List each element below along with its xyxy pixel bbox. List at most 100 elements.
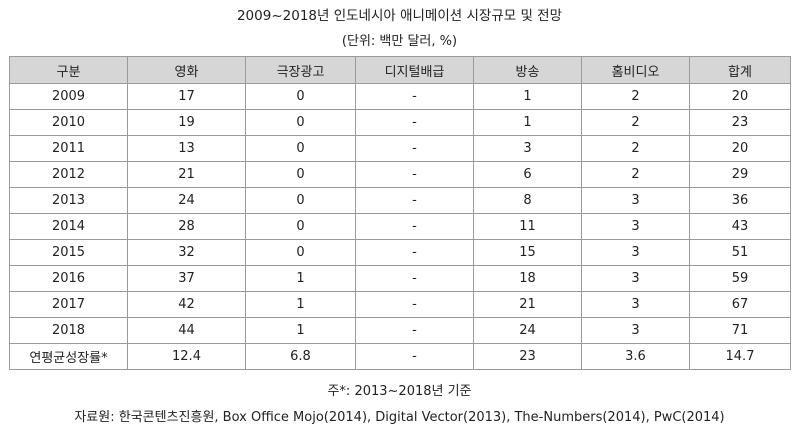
cell-broadcast: 18 (473, 265, 582, 292)
cell-digital-distribution: - (355, 291, 474, 318)
cell-cinema-ad: 0 (245, 161, 356, 188)
cell-digital-distribution: - (355, 239, 474, 266)
cell-film: 42 (127, 291, 246, 318)
cell-digital-distribution: - (355, 187, 474, 214)
cell-total: 36 (689, 187, 791, 214)
table-row: 연평균성장률* 12.4 6.8-23 3.6 14.7 (9, 343, 791, 370)
cell-category: 2014 (9, 213, 128, 240)
cell-category: 연평균성장률* (9, 343, 128, 370)
cell-broadcast: 6 (473, 161, 582, 188)
cell-broadcast: 21 (473, 291, 582, 318)
cell-film: 17 (127, 83, 246, 110)
unit-caption: (단위: 백만 달러, %) (341, 34, 458, 49)
cell-film: 44 (127, 317, 246, 344)
cell-broadcast: 3 (473, 135, 582, 162)
cell-home-video: 3 (581, 291, 690, 318)
table-row: 2013 24 0-8 3 36 (9, 187, 791, 214)
cell-category: 2009 (9, 83, 128, 110)
cell-home-video: 3 (581, 317, 690, 344)
cell-film: 13 (127, 135, 246, 162)
table-title: 2009~2018년 인도네시아 애니메이션 시장규모 및 전망 (236, 8, 563, 24)
cell-digital-distribution: - (355, 265, 474, 292)
cell-cinema-ad: 0 (245, 239, 356, 266)
cell-home-video: 3 (581, 213, 690, 240)
cell-broadcast: 11 (473, 213, 582, 240)
cell-category: 2015 (9, 239, 128, 266)
cell-film: 32 (127, 239, 246, 266)
header-category: 구분 (9, 56, 128, 84)
table-body: 2009 17 0-1 2 20 2010 19 0-1 2 23 2011 13 0-3 2 20 2012… (9, 83, 791, 370)
cell-cinema-ad: 0 (245, 83, 356, 110)
cell-category: 2017 (9, 291, 128, 318)
table-row: 2014 28 0-11 3 43 (9, 213, 791, 240)
market-size-table: 구분 영화 극장광고 디지털배급 방송 홈비디오 합계 2009 17 0-1 2 20… (9, 56, 791, 370)
cell-film: 19 (127, 109, 246, 136)
cell-home-video: 2 (581, 161, 690, 188)
header-film: 영화 (127, 56, 246, 84)
cell-cinema-ad: 1 (245, 265, 356, 292)
cell-cinema-ad: 0 (245, 109, 356, 136)
cell-total: 43 (689, 213, 791, 240)
cell-category: 2010 (9, 109, 128, 136)
cell-home-video: 3 (581, 239, 690, 266)
cell-category: 2016 (9, 265, 128, 292)
cell-total: 71 (689, 317, 791, 344)
cell-digital-distribution: - (355, 317, 474, 344)
header-row: 구분 영화 극장광고 디지털배급 방송 홈비디오 합계 (9, 56, 791, 84)
footnote: 주*: 2013~2018년 기준 (327, 384, 472, 399)
source-line: 자료원: 한국콘텐츠진흥원, Box Office Mojo(2014), Di… (74, 410, 725, 425)
table-row: 2009 17 0-1 2 20 (9, 83, 791, 110)
cell-total: 29 (689, 161, 791, 188)
cell-film: 37 (127, 265, 246, 292)
table-row: 2010 19 0-1 2 23 (9, 109, 791, 136)
cell-category: 2012 (9, 161, 128, 188)
cell-digital-distribution: - (355, 161, 474, 188)
cell-category: 2013 (9, 187, 128, 214)
cell-home-video: 3 (581, 265, 690, 292)
cell-total: 20 (689, 83, 791, 110)
table-row: 2018 44 1-24 3 71 (9, 317, 791, 344)
cell-film: 28 (127, 213, 246, 240)
cell-total: 59 (689, 265, 791, 292)
table-row: 2016 37 1-18 3 59 (9, 265, 791, 292)
cell-cinema-ad: 0 (245, 213, 356, 240)
cell-cinema-ad: 1 (245, 317, 356, 344)
cell-digital-distribution: - (355, 213, 474, 240)
header-broadcast: 방송 (473, 56, 582, 84)
cell-total: 20 (689, 135, 791, 162)
cell-category: 2011 (9, 135, 128, 162)
header-digital-distribution: 디지털배급 (355, 56, 474, 84)
cell-home-video: 3 (581, 187, 690, 214)
cell-broadcast: 15 (473, 239, 582, 266)
cell-film: 12.4 (127, 343, 246, 370)
header-total: 합계 (689, 56, 791, 84)
header-home-video: 홈비디오 (581, 56, 690, 84)
cell-home-video: 3.6 (581, 343, 690, 370)
cell-cinema-ad: 1 (245, 291, 356, 318)
cell-digital-distribution: - (355, 343, 474, 370)
cell-home-video: 2 (581, 135, 690, 162)
table-row: 2011 13 0-3 2 20 (9, 135, 791, 162)
cell-cinema-ad: 0 (245, 187, 356, 214)
cell-total: 67 (689, 291, 791, 318)
cell-film: 24 (127, 187, 246, 214)
cell-category: 2018 (9, 317, 128, 344)
cell-cinema-ad: 6.8 (245, 343, 356, 370)
header-cinema-ad: 극장광고 (245, 56, 356, 84)
table-row: 2015 32 0-15 3 51 (9, 239, 791, 266)
cell-total: 23 (689, 109, 791, 136)
cell-broadcast: 24 (473, 317, 582, 344)
cell-digital-distribution: - (355, 135, 474, 162)
cell-broadcast: 23 (473, 343, 582, 370)
cell-cinema-ad: 0 (245, 135, 356, 162)
cell-digital-distribution: - (355, 83, 474, 110)
table-row: 2012 21 0-6 2 29 (9, 161, 791, 188)
cell-total: 14.7 (689, 343, 791, 370)
cell-digital-distribution: - (355, 109, 474, 136)
cell-total: 51 (689, 239, 791, 266)
table-row: 2017 42 1-21 3 67 (9, 291, 791, 318)
cell-home-video: 2 (581, 109, 690, 136)
cell-broadcast: 1 (473, 83, 582, 110)
cell-broadcast: 1 (473, 109, 582, 136)
cell-film: 21 (127, 161, 246, 188)
